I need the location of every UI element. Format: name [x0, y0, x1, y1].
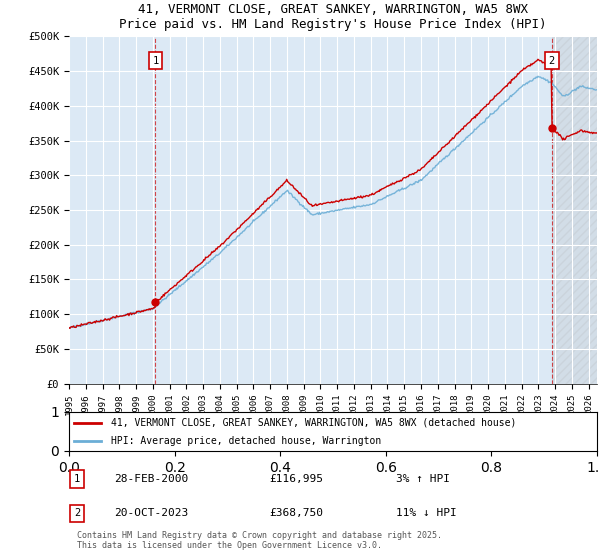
- Title: 41, VERMONT CLOSE, GREAT SANKEY, WARRINGTON, WA5 8WX
Price paid vs. HM Land Regi: 41, VERMONT CLOSE, GREAT SANKEY, WARRING…: [119, 3, 547, 31]
- Text: 1: 1: [152, 55, 158, 66]
- Text: 2: 2: [74, 508, 80, 518]
- Text: HPI: Average price, detached house, Warrington: HPI: Average price, detached house, Warr…: [111, 436, 382, 446]
- Text: £368,750: £368,750: [269, 508, 323, 518]
- Text: 11% ↓ HPI: 11% ↓ HPI: [397, 508, 457, 518]
- Text: 41, VERMONT CLOSE, GREAT SANKEY, WARRINGTON, WA5 8WX (detached house): 41, VERMONT CLOSE, GREAT SANKEY, WARRING…: [111, 418, 517, 428]
- Text: 1: 1: [74, 474, 80, 484]
- Text: 28-FEB-2000: 28-FEB-2000: [114, 474, 188, 484]
- Text: 20-OCT-2023: 20-OCT-2023: [114, 508, 188, 518]
- Bar: [552, 36, 597, 384]
- Text: Contains HM Land Registry data © Crown copyright and database right 2025.
This d: Contains HM Land Registry data © Crown c…: [77, 531, 442, 550]
- Text: 2: 2: [548, 55, 555, 66]
- Text: £116,995: £116,995: [269, 474, 323, 484]
- Text: 3% ↑ HPI: 3% ↑ HPI: [397, 474, 451, 484]
